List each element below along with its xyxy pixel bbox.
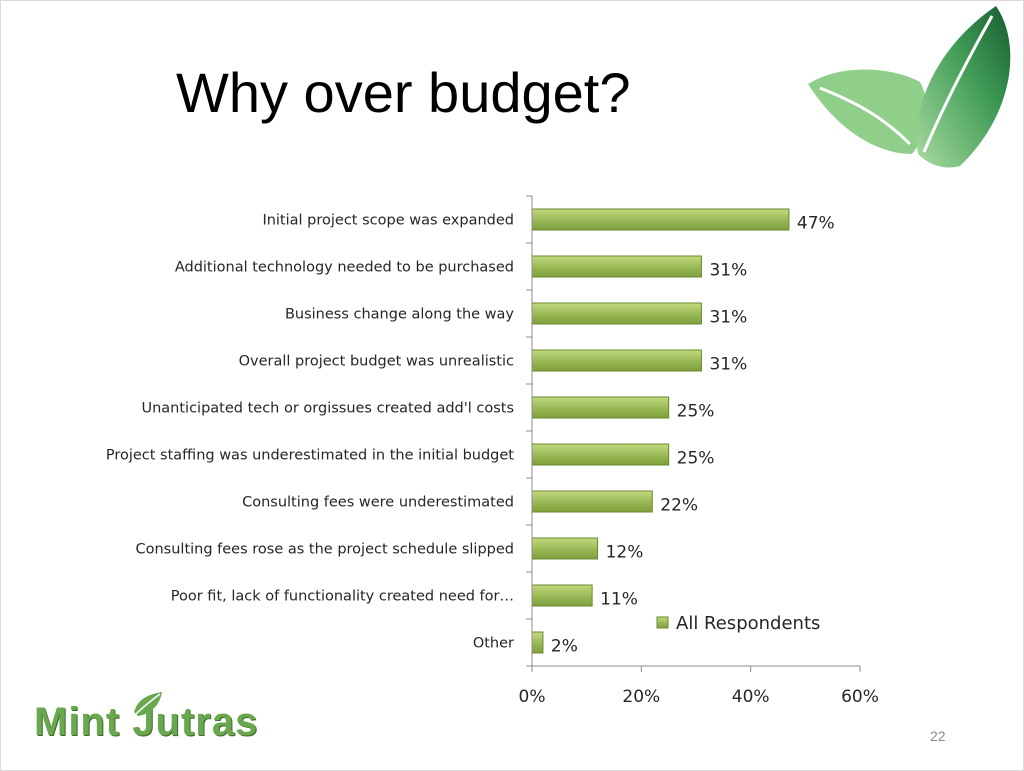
bar-4 [531,349,702,372]
category-label-7: Consulting fees were underestimated [242,495,514,511]
category-label-6: Project staffing was underestimated in t… [106,448,514,464]
value-label-3: 31% [709,308,747,328]
bar-9 [531,584,593,607]
category-label-1: Initial project scope was expanded [262,213,514,229]
category-label-9: Poor fit, lack of functionality created … [171,589,514,605]
slide-title: Why over budget? [176,61,631,124]
value-label-6: 25% [677,449,715,469]
category-label-3: Business change along the way [285,307,514,323]
value-label-1: 47% [797,214,835,234]
category-label-8: Consulting fees rose as the project sche… [135,542,514,558]
category-label-5: Unanticipated tech or orgissues created … [141,401,514,417]
value-label-4: 31% [709,355,747,375]
x-tick-label-3: 40% [732,687,770,707]
leaf-logo-icon [808,6,1011,168]
value-label-8: 12% [606,543,644,563]
legend-swatch [656,616,669,629]
bar-5 [531,396,670,419]
category-label-4: Overall project budget was unrealistic [239,354,514,370]
value-label-9: 11% [600,590,638,610]
bar-6 [531,443,670,466]
x-tick-label-4: 60% [841,687,879,707]
bar-2 [531,255,702,278]
category-label-10: Other [473,636,514,652]
x-tick-label-2: 20% [622,687,660,707]
bar-10 [531,631,544,654]
legend-label: All Respondents [676,613,820,634]
bar-3 [531,302,702,325]
x-tick-label-1: 0% [519,687,546,707]
brand-leaf-icon [134,692,162,716]
value-label-5: 25% [677,402,715,422]
bar-8 [531,537,599,560]
category-label-2: Additional technology needed to be purch… [175,260,514,276]
bar-7 [531,490,653,513]
value-label-7: 22% [660,496,698,516]
page-number: 22 [930,728,946,744]
bar-1 [531,208,790,231]
value-label-2: 31% [709,261,747,281]
value-label-10: 2% [551,637,578,657]
